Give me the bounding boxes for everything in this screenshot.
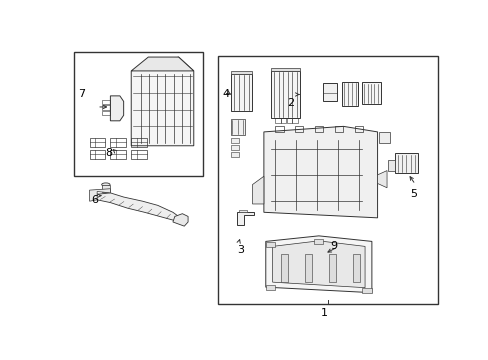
Bar	[110, 150, 126, 159]
Polygon shape	[89, 189, 110, 201]
Bar	[362, 82, 380, 104]
Bar	[102, 185, 110, 192]
Ellipse shape	[102, 183, 110, 186]
Bar	[314, 126, 323, 132]
Bar	[102, 111, 110, 115]
Polygon shape	[377, 171, 386, 188]
Polygon shape	[131, 57, 193, 146]
Bar	[280, 254, 287, 282]
Bar	[352, 254, 359, 282]
Bar	[305, 254, 311, 282]
Bar	[322, 84, 336, 102]
Text: 1: 1	[320, 309, 327, 319]
Bar	[102, 105, 110, 110]
Polygon shape	[387, 159, 394, 171]
Bar	[230, 74, 251, 111]
Polygon shape	[131, 57, 193, 71]
Bar	[74, 51, 203, 176]
Bar	[362, 288, 371, 293]
Polygon shape	[110, 96, 123, 121]
Bar	[313, 239, 323, 244]
Bar	[102, 100, 110, 104]
Bar	[271, 68, 299, 71]
Bar	[271, 71, 299, 118]
Text: 8: 8	[105, 148, 112, 158]
Bar	[379, 132, 389, 143]
Bar	[292, 118, 297, 123]
Bar	[131, 138, 147, 147]
Bar	[230, 120, 245, 135]
Bar	[230, 145, 239, 150]
Text: 5: 5	[409, 189, 416, 199]
Bar	[89, 150, 105, 159]
Text: 7: 7	[78, 90, 85, 99]
Bar	[110, 138, 126, 147]
Bar	[265, 242, 275, 247]
Text: 2: 2	[286, 98, 293, 108]
Bar	[394, 153, 417, 174]
Bar	[265, 285, 275, 290]
Text: 4: 4	[222, 90, 229, 99]
Polygon shape	[265, 236, 371, 293]
Polygon shape	[92, 193, 178, 221]
Bar	[131, 150, 147, 159]
Text: 3: 3	[237, 245, 244, 255]
Bar	[230, 138, 239, 143]
Bar	[89, 138, 105, 147]
Text: 6: 6	[92, 195, 99, 205]
Bar	[286, 118, 291, 123]
Bar	[334, 126, 343, 132]
Bar	[342, 82, 358, 105]
Bar	[275, 126, 283, 132]
Polygon shape	[252, 176, 264, 204]
Polygon shape	[272, 241, 365, 288]
Text: 9: 9	[330, 240, 337, 251]
Polygon shape	[264, 126, 377, 218]
Bar	[280, 118, 285, 123]
Bar	[295, 126, 303, 132]
Bar	[275, 118, 280, 123]
Polygon shape	[239, 210, 246, 212]
Bar	[328, 254, 335, 282]
Bar	[230, 71, 251, 74]
Bar	[230, 152, 239, 157]
Polygon shape	[237, 212, 254, 225]
Bar	[354, 126, 363, 132]
Bar	[218, 56, 437, 304]
Polygon shape	[173, 214, 188, 226]
